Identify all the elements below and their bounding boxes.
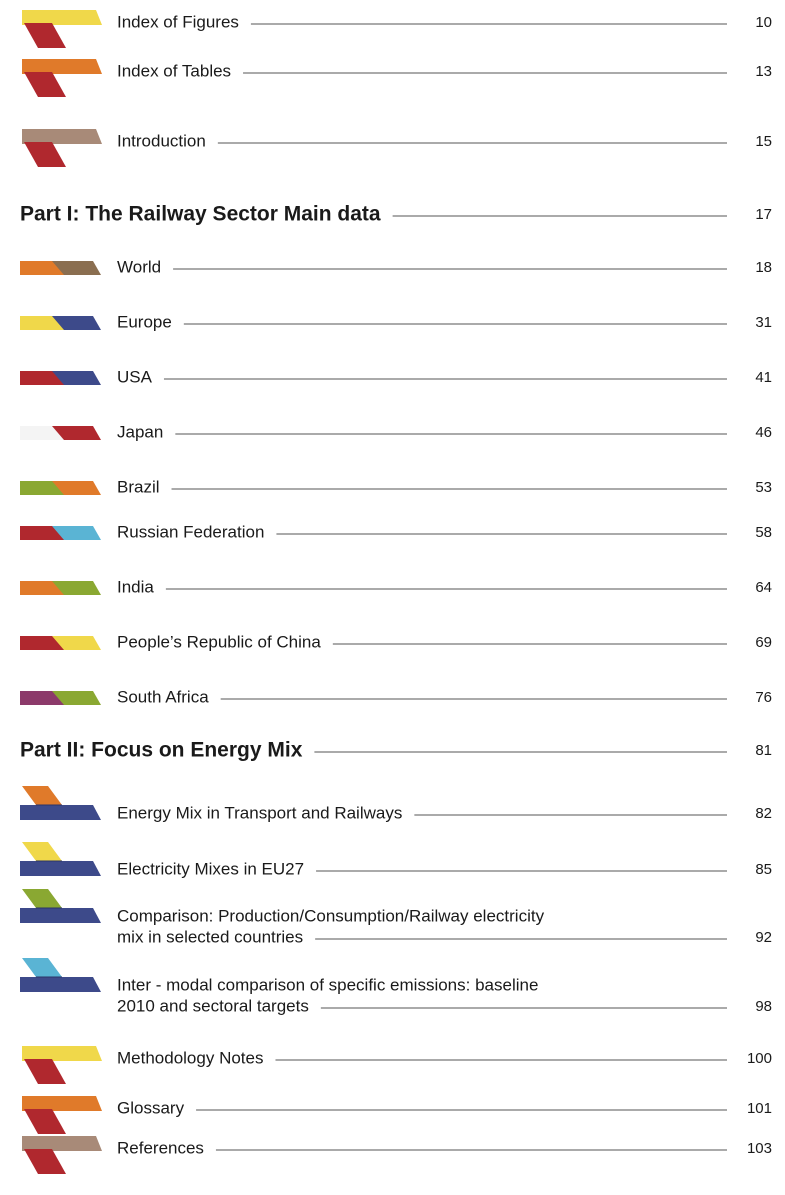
icon-shape [20, 526, 64, 540]
entry-title: References [117, 1138, 204, 1157]
page-number: 82 [755, 805, 772, 822]
icon-shape [20, 581, 64, 595]
entry-title: People’s Republic of China [117, 632, 321, 651]
icon-shape [20, 636, 64, 650]
icon-shape [22, 1046, 102, 1061]
page-number: 98 [755, 998, 772, 1015]
page-number: 92 [755, 929, 772, 946]
icon-shape [20, 805, 101, 820]
icon-shape [24, 142, 66, 167]
page-number: 13 [755, 63, 772, 80]
page-number: 10 [755, 14, 772, 31]
icon-shape [24, 23, 66, 48]
entry-title: Index of Figures [117, 12, 239, 31]
page-number: 31 [755, 314, 772, 331]
icon-shape [20, 481, 64, 495]
icon-shape [22, 59, 102, 74]
icon-shape [22, 786, 62, 805]
icon-shape [22, 10, 102, 25]
entry-title: World [117, 257, 161, 276]
entry-title: mix in selected countries [117, 927, 303, 946]
entry-title: Comparison: Production/Consumption/Railw… [117, 906, 545, 925]
entry-title: Japan [117, 422, 163, 441]
entry-title: Energy Mix in Transport and Railways [117, 803, 402, 822]
entry-title: Brazil [117, 477, 160, 496]
page-number: 76 [755, 689, 772, 706]
page-number: 69 [755, 634, 772, 651]
entry-title: Europe [117, 312, 172, 331]
icon-shape [20, 261, 64, 275]
section-heading: Part I: The Railway Sector Main data [20, 203, 381, 226]
entry-title: Inter - modal comparison of specific emi… [117, 975, 538, 994]
icon-shape [20, 426, 64, 440]
icon-shape [22, 842, 62, 861]
icon-shape [24, 1059, 66, 1084]
icon-shape [20, 316, 64, 330]
entry-title: India [117, 577, 154, 596]
page-number: 103 [747, 1140, 772, 1157]
page-number: 100 [747, 1050, 772, 1067]
page-number: 41 [755, 369, 772, 386]
icon-shape [22, 1136, 102, 1151]
entry-title: South Africa [117, 687, 209, 706]
icon-shape [24, 72, 66, 97]
page-number: 18 [755, 259, 772, 276]
entry-title: Introduction [117, 131, 206, 150]
icon-shape [22, 958, 62, 977]
icon-shape [20, 908, 101, 923]
icon-shape [20, 861, 101, 876]
icon-shape [24, 1149, 66, 1174]
page-number: 17 [755, 206, 772, 223]
entry-title: Methodology Notes [117, 1048, 263, 1067]
section-heading: Part II: Focus on Energy Mix [20, 739, 303, 762]
entry-title: USA [117, 367, 153, 386]
entry-title: Index of Tables [117, 61, 231, 80]
icon-shape [22, 889, 62, 908]
entry-title: 2010 and sectoral targets [117, 996, 309, 1015]
icon-shape [20, 371, 64, 385]
icon-shape [24, 1109, 66, 1134]
icon-shape [20, 691, 64, 705]
page-number: 53 [755, 479, 772, 496]
page-number: 15 [755, 133, 772, 150]
entry-title: Electricity Mixes in EU27 [117, 859, 304, 878]
page-number: 81 [755, 742, 772, 759]
page-number: 46 [755, 424, 772, 441]
icon-shape [20, 977, 101, 992]
page-number: 64 [755, 579, 772, 596]
page-number: 101 [747, 1100, 772, 1117]
page-number: 58 [755, 524, 772, 541]
icon-shape [22, 1096, 102, 1111]
page-number: 85 [755, 861, 772, 878]
entry-title: Russian Federation [117, 522, 264, 541]
entry-title: Glossary [117, 1098, 185, 1117]
icon-shape [22, 129, 102, 144]
